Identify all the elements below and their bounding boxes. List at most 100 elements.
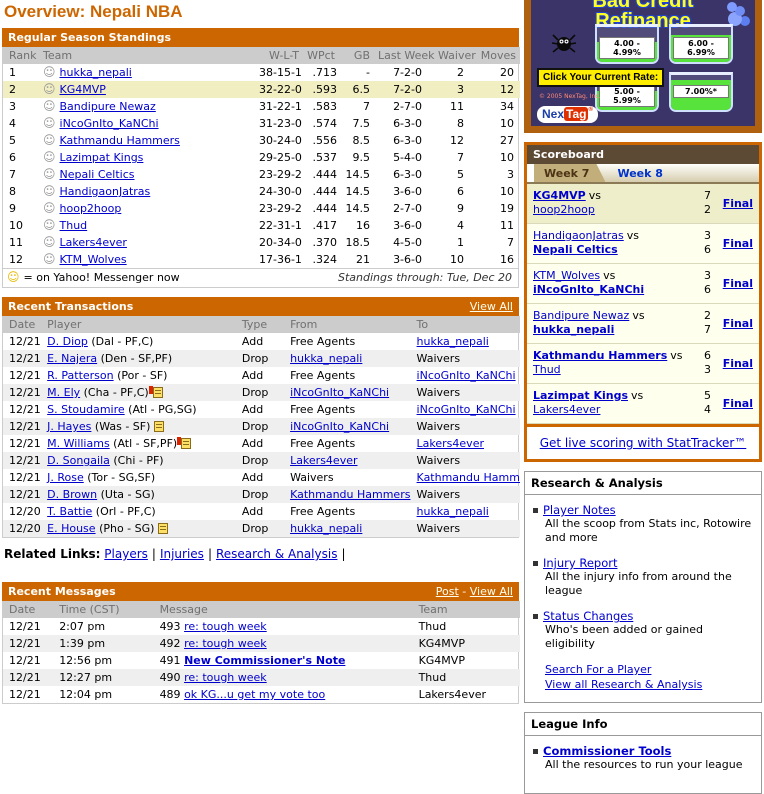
to-team[interactable]: Kathmandu Hammers	[416, 471, 520, 484]
related-link[interactable]: Research & Analysis	[215, 547, 338, 561]
tab-week-7[interactable]: Week 7	[534, 164, 605, 182]
stattracker-link[interactable]: Get live scoring with StatTracker™	[539, 436, 747, 450]
to-team[interactable]: Waivers	[416, 488, 461, 501]
player-link[interactable]: M. Ely	[47, 386, 81, 399]
from-team[interactable]: Free Agents	[290, 505, 356, 518]
post-link[interactable]: Post	[435, 585, 459, 598]
player-link[interactable]: D. Brown	[47, 488, 98, 501]
game-team2-link[interactable]: Thud	[533, 363, 561, 376]
final-link[interactable]: Final	[722, 316, 753, 330]
player-link[interactable]: M. Williams	[47, 437, 110, 450]
research-item-link[interactable]: Injury Report	[543, 556, 618, 570]
from-team[interactable]: Free Agents	[290, 403, 356, 416]
player-link[interactable]: D. Diop	[47, 335, 88, 348]
player-link[interactable]: T. Battie	[47, 505, 93, 518]
rate-beaker[interactable]: 4.00 - 4.99%	[595, 24, 659, 64]
game-team2-link[interactable]: hukka_nepali	[533, 323, 615, 336]
to-team[interactable]: Waivers	[416, 386, 461, 399]
game-team1-link[interactable]: HandigaonJatras	[533, 229, 624, 242]
research-item-link[interactable]: Status Changes	[543, 609, 634, 623]
messages-view-all-link[interactable]: View All	[469, 585, 513, 598]
rate-beaker[interactable]: 6.00 - 6.99%	[669, 24, 733, 64]
message-subject-link[interactable]: re: tough week	[184, 637, 267, 650]
game-team1-link[interactable]: KTM_Wolves	[533, 269, 601, 282]
transactions-view-all-link[interactable]: View All	[469, 300, 513, 313]
game-team2-link[interactable]: hoop2hoop	[533, 203, 595, 216]
team-link[interactable]: iNcoGnIto_KaNChi	[59, 117, 159, 130]
from-team[interactable]: Waivers	[290, 471, 334, 484]
player-note-icon[interactable]	[177, 437, 192, 449]
game-team1-link[interactable]: Bandipure Newaz	[533, 309, 630, 322]
player-link[interactable]: R. Patterson	[47, 369, 114, 382]
to-team[interactable]: hukka_nepali	[416, 505, 489, 518]
to-team[interactable]: Waivers	[416, 522, 461, 535]
game-team2-link[interactable]: iNcoGnIto_KaNChi	[533, 283, 645, 296]
team-link[interactable]: KG4MVP	[59, 83, 106, 96]
from-team[interactable]: Free Agents	[290, 335, 356, 348]
from-team[interactable]: Kathmandu Hammers	[290, 488, 411, 501]
message-subject-link[interactable]: re: tough week	[184, 671, 267, 684]
to-team[interactable]: Waivers	[416, 420, 461, 433]
related-link[interactable]: Players	[104, 547, 148, 561]
team-link[interactable]: Bandipure Newaz	[59, 100, 156, 113]
team-link[interactable]: Kathmandu Hammers	[59, 134, 180, 147]
to-team[interactable]: Lakers4ever	[416, 437, 484, 450]
to-team[interactable]: iNcoGnIto_KaNChi	[416, 369, 516, 382]
final-link[interactable]: Final	[722, 196, 753, 210]
player-link[interactable]: J. Hayes	[47, 420, 92, 433]
message-subject-link[interactable]: New Commissioner's Note	[184, 654, 346, 667]
to-team[interactable]: Waivers	[416, 454, 461, 467]
team-link[interactable]: Lakers4ever	[59, 236, 127, 249]
player-note-icon[interactable]	[154, 421, 165, 432]
from-team[interactable]: Lakers4ever	[290, 454, 358, 467]
search-player-link[interactable]: Search For a Player	[545, 663, 652, 676]
final-link[interactable]: Final	[722, 276, 753, 290]
rate-beaker[interactable]: 7.00%*	[669, 72, 733, 112]
player-note-icon[interactable]	[148, 386, 163, 398]
message-subject-link[interactable]: re: tough week	[184, 620, 267, 633]
team-link[interactable]: Lazimpat Kings	[59, 151, 144, 164]
player-link[interactable]: E. House	[47, 522, 96, 535]
research-item-link[interactable]: Player Notes	[543, 503, 616, 517]
rate-label[interactable]: 5.00 - 5.99%	[599, 85, 655, 107]
league-info-item-link[interactable]: Commissioner Tools	[543, 744, 672, 758]
message-subject-link[interactable]: ok KG...u get my vote too	[184, 688, 326, 701]
from-team[interactable]: Free Agents	[290, 437, 356, 450]
rate-label[interactable]: 4.00 - 4.99%	[599, 37, 655, 59]
team-link[interactable]: hukka_nepali	[59, 66, 132, 79]
game-team1-link[interactable]: KG4MVP	[533, 189, 586, 202]
view-all-research-link[interactable]: View all Research & Analysis	[545, 678, 703, 691]
to-team[interactable]: iNcoGnIto_KaNChi	[416, 403, 516, 416]
player-link[interactable]: S. Stoudamire	[47, 403, 125, 416]
game-team2-link[interactable]: Lakers4ever	[533, 403, 601, 416]
from-team[interactable]: iNcoGnIto_KaNChi	[290, 420, 390, 433]
player-note-icon[interactable]	[158, 523, 169, 534]
team-link[interactable]: hoop2hoop	[59, 202, 122, 215]
from-team[interactable]: iNcoGnIto_KaNChi	[290, 386, 390, 399]
final-link[interactable]: Final	[722, 356, 753, 370]
tab-week-8[interactable]: Week 8	[617, 167, 663, 180]
to-team[interactable]: Waivers	[416, 352, 461, 365]
final-link[interactable]: Final	[722, 236, 753, 250]
from-team[interactable]: hukka_nepali	[290, 352, 363, 365]
team-link[interactable]: Thud	[59, 219, 88, 232]
standings-table-wrap: Rank Team W-L-T WPct GB Last Week Waiver…	[2, 47, 520, 288]
game-team1-link[interactable]: Lazimpat Kings	[533, 389, 628, 402]
team-link[interactable]: Nepali Celtics	[59, 168, 135, 181]
final-link[interactable]: Final	[722, 396, 753, 410]
game-team1-link[interactable]: Kathmandu Hammers	[533, 349, 668, 362]
game-team2-link[interactable]: Nepali Celtics	[533, 243, 618, 256]
rate-label[interactable]: 7.00%*	[673, 85, 729, 98]
team-link[interactable]: HandigaonJatras	[59, 185, 151, 198]
from-team[interactable]: Free Agents	[290, 369, 356, 382]
ad-cta-button[interactable]: Click Your Current Rate:	[537, 68, 665, 87]
related-link[interactable]: Injuries	[159, 547, 204, 561]
from-team[interactable]: hukka_nepali	[290, 522, 363, 535]
player-link[interactable]: E. Najera	[47, 352, 98, 365]
to-team[interactable]: hukka_nepali	[416, 335, 489, 348]
player-link[interactable]: J. Rose	[47, 471, 84, 484]
team-link[interactable]: KTM_Wolves	[59, 253, 127, 266]
banner-ad[interactable]: Bad Credit Refinance 4.00 - 4.99% 6.00 -…	[524, 0, 762, 133]
rate-label[interactable]: 6.00 - 6.99%	[673, 37, 729, 59]
player-link[interactable]: D. Songaila	[47, 454, 110, 467]
